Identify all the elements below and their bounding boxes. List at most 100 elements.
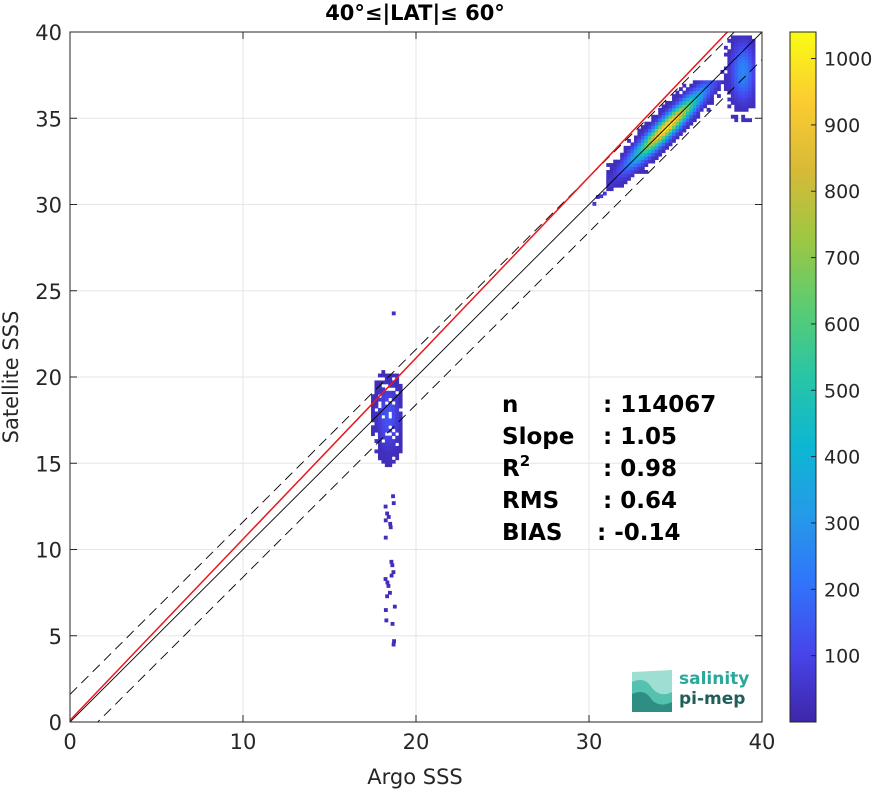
- density-cell: [668, 111, 673, 116]
- density-cell: [672, 114, 676, 119]
- density-cell: [723, 52, 728, 57]
- density-cell: [371, 397, 375, 402]
- density-cell: [661, 125, 666, 129]
- density-cell: [723, 83, 728, 88]
- density-cell: [391, 459, 396, 464]
- density-cell: [751, 42, 756, 47]
- density-cell: [630, 156, 635, 161]
- colorbar-tick-label: 800: [824, 181, 860, 203]
- density-cell: [371, 432, 375, 437]
- density-cell: [371, 408, 375, 412]
- colorbar-tick-label: 400: [824, 447, 860, 469]
- density-cell: [640, 125, 645, 129]
- density-cell: [623, 163, 628, 167]
- density-cell: [665, 107, 669, 112]
- density-cell: [392, 604, 397, 609]
- density-cell: [606, 173, 611, 178]
- colorbar-tick-label: 100: [824, 646, 860, 668]
- density-cell: [734, 118, 739, 123]
- density-cell: [384, 452, 389, 457]
- density-cell: [651, 114, 656, 119]
- density-cell: [685, 125, 690, 129]
- density-cell: [384, 414, 389, 419]
- density-cell: [748, 118, 753, 123]
- density-cell: [661, 138, 666, 143]
- density-cell: [637, 149, 642, 154]
- density-cell: [377, 428, 382, 433]
- density-cell: [395, 387, 400, 392]
- density-cell: [668, 128, 673, 133]
- density-cell: [727, 66, 732, 71]
- density-cell: [672, 94, 676, 98]
- density-cell: [678, 107, 683, 112]
- density-cell: [398, 387, 403, 392]
- density-cell: [383, 608, 388, 612]
- density-cell: [744, 101, 749, 105]
- density-cell: [678, 132, 683, 136]
- density-cell: [744, 63, 749, 67]
- density-cell: [651, 145, 656, 150]
- density-cell: [685, 97, 690, 102]
- density-cell: [661, 142, 666, 147]
- density-cell: [658, 121, 663, 126]
- density-cell: [651, 156, 656, 161]
- density-cell: [627, 166, 631, 171]
- density-cell: [734, 87, 739, 92]
- density-cell: [613, 163, 618, 167]
- density-cell: [692, 80, 697, 85]
- density-cell: [748, 35, 753, 40]
- density-cell: [685, 121, 690, 126]
- density-cell: [371, 425, 375, 430]
- density-cell: [751, 73, 756, 78]
- density-cell: [602, 191, 607, 196]
- density-cell: [713, 87, 718, 92]
- density-cell: [395, 377, 400, 381]
- density-cell: [678, 97, 683, 102]
- density-cell: [381, 452, 386, 457]
- y-tick-label: 5: [49, 625, 62, 649]
- colorbar: 100 200 300 400 500 600 700 800 900 1000: [789, 31, 872, 723]
- density-cell: [381, 421, 386, 426]
- density-cell: [391, 414, 396, 419]
- density-cell: [377, 449, 382, 454]
- density-cell: [388, 408, 393, 412]
- density-cell: [384, 411, 389, 416]
- density-cell: [644, 142, 649, 147]
- density-cell: [685, 94, 690, 98]
- density-cell: [595, 195, 600, 199]
- density-cell: [699, 97, 704, 102]
- density-cell: [398, 442, 403, 447]
- density-cell: [699, 83, 704, 88]
- density-cell: [741, 90, 746, 95]
- density-cell: [381, 397, 386, 402]
- density-cell: [675, 128, 680, 133]
- density-cell: [661, 121, 666, 126]
- density-cell: [647, 135, 652, 140]
- density-cell: [744, 107, 749, 112]
- density-cell: [630, 163, 635, 167]
- density-cell: [384, 397, 389, 402]
- density-cell: [665, 138, 669, 143]
- stat-label-sup: 2: [520, 452, 530, 470]
- density-cell: [734, 104, 739, 109]
- density-cell: [385, 580, 390, 585]
- density-cell: [661, 145, 666, 150]
- density-cell: [689, 118, 694, 123]
- stat-label: Slope: [502, 424, 574, 450]
- colorbar-tick-label: 300: [824, 513, 860, 535]
- density-cell: [741, 69, 746, 74]
- density-cell: [620, 176, 624, 181]
- density-cell: [374, 394, 379, 399]
- density-cell: [377, 452, 382, 457]
- density-cell: [727, 97, 732, 102]
- density-cell: [609, 163, 614, 167]
- density-cell: [737, 87, 742, 92]
- density-cell: [744, 90, 749, 95]
- density-cell: [672, 104, 676, 109]
- density-cell: [734, 69, 739, 74]
- density-cell: [696, 104, 701, 109]
- density-cell: [391, 383, 396, 388]
- density-cell: [377, 408, 382, 412]
- density-cell: [377, 418, 382, 423]
- density-cell: [644, 156, 649, 161]
